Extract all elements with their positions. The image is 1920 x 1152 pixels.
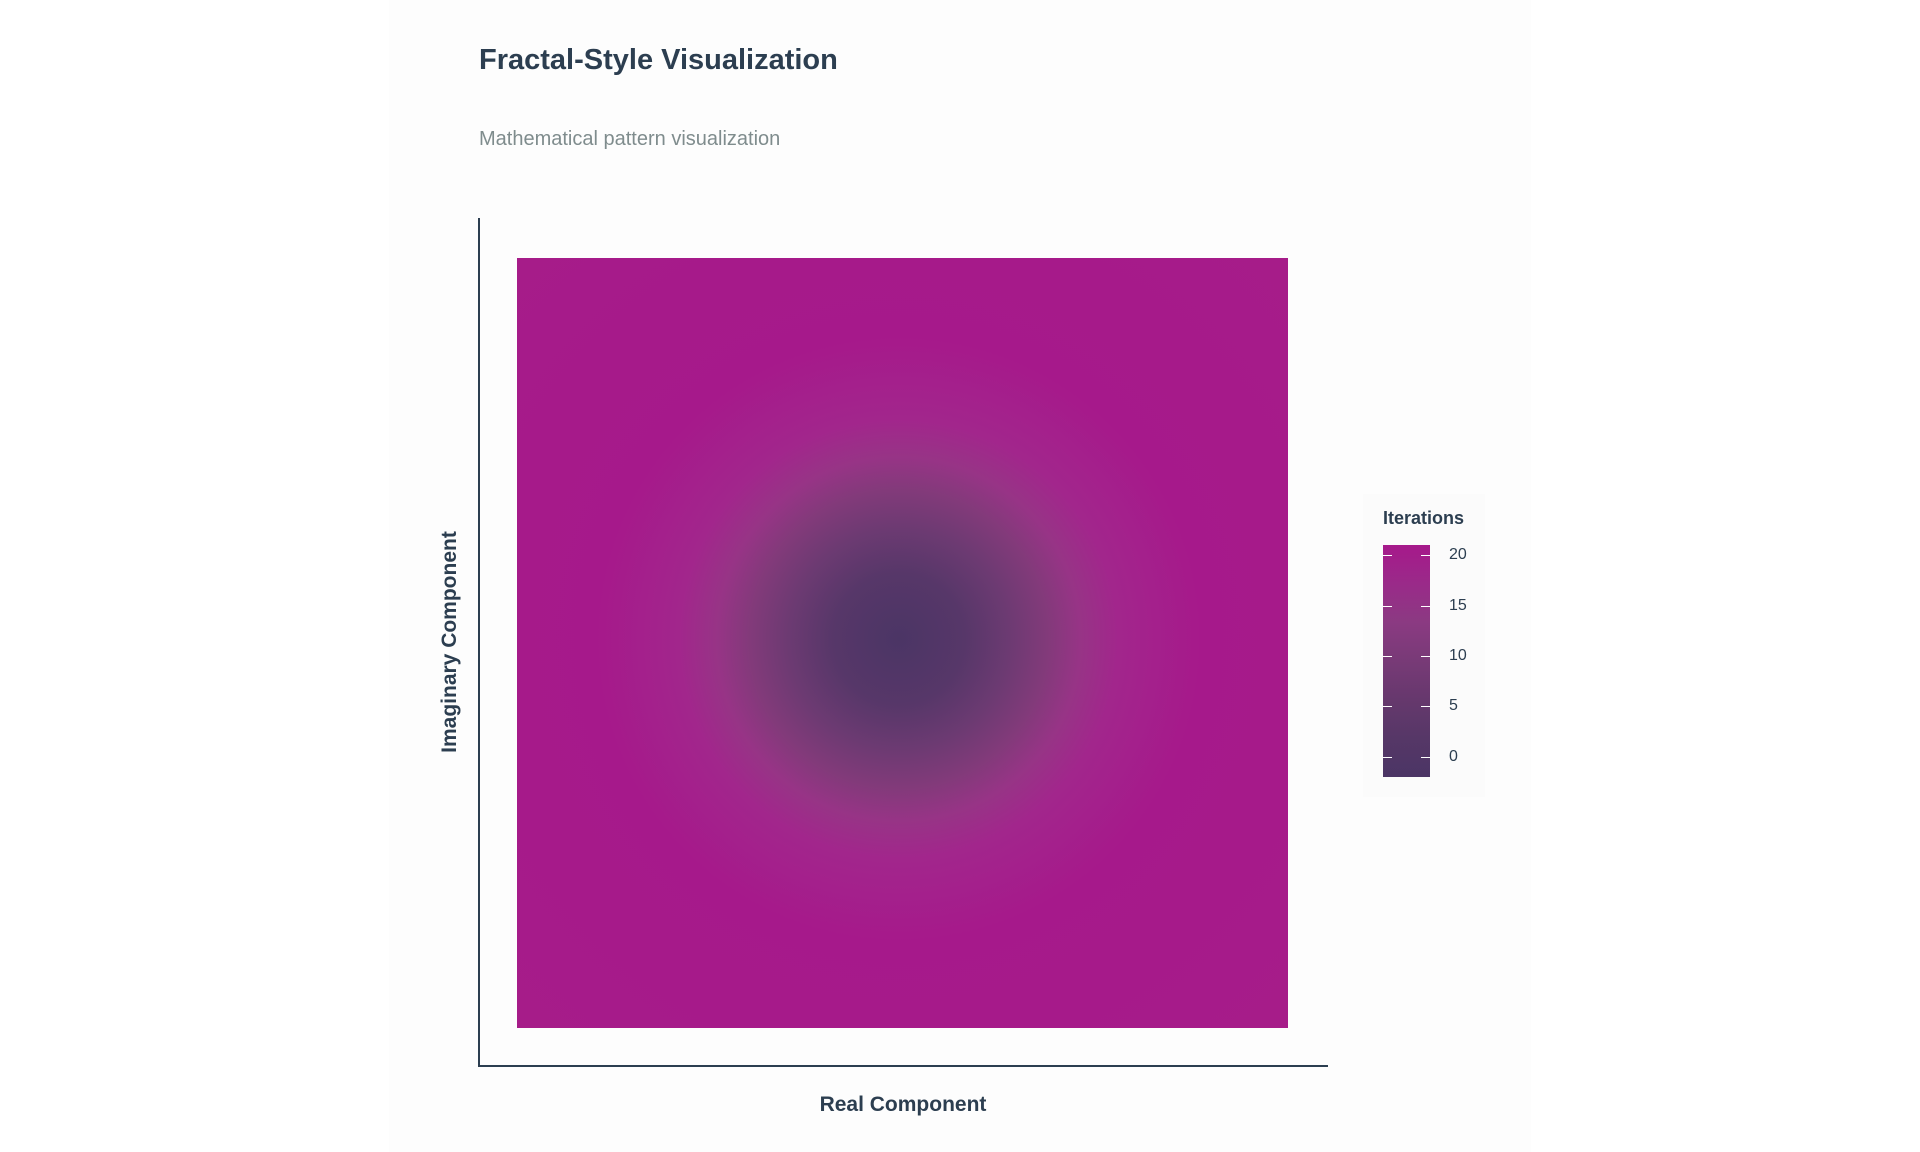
chart-title: Fractal-Style Visualization bbox=[479, 44, 838, 76]
y-axis-line bbox=[478, 218, 480, 1067]
colorbar-tick-left-0 bbox=[1383, 756, 1392, 758]
colorbar-tick-left-15 bbox=[1383, 605, 1392, 607]
y-axis-label: Imaginary Component bbox=[438, 531, 461, 753]
heatmap-plot bbox=[517, 258, 1288, 1028]
colorbar-tick-left-20 bbox=[1383, 555, 1392, 557]
x-axis-label: Real Component bbox=[819, 1093, 987, 1116]
colorbar-tick-right-5 bbox=[1421, 706, 1430, 708]
colorbar-tick-label: 10 bbox=[1449, 646, 1467, 664]
colorbar-tick-left-10 bbox=[1383, 655, 1392, 657]
colorbar-tick-left-5 bbox=[1383, 706, 1392, 708]
colorbar-tick-right-10 bbox=[1421, 655, 1430, 657]
chart-subtitle: Mathematical pattern visualization bbox=[479, 128, 781, 150]
colorbar-gradient bbox=[1383, 545, 1430, 777]
colorbar-tick-right-0 bbox=[1421, 756, 1430, 758]
colorbar-tick-right-20 bbox=[1421, 555, 1430, 557]
x-axis-line bbox=[478, 1065, 1328, 1067]
colorbar-tick-label: 5 bbox=[1449, 697, 1458, 715]
colorbar-tick-label: 0 bbox=[1449, 747, 1458, 765]
colorbar-tick-label: 15 bbox=[1449, 596, 1467, 614]
colorbar-tick-right-15 bbox=[1421, 605, 1430, 607]
colorbar-tick-label: 20 bbox=[1449, 546, 1467, 564]
colorbar-title: Iterations bbox=[1383, 508, 1465, 528]
